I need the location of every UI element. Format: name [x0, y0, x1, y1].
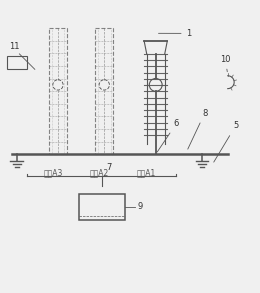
Text: 位置A3: 位置A3: [43, 168, 62, 177]
Text: 10: 10: [220, 54, 230, 72]
Bar: [95, 28, 113, 154]
Text: 位置A2: 位置A2: [89, 168, 109, 177]
Bar: [49, 28, 67, 154]
Bar: [6, 57, 27, 69]
Text: 11: 11: [9, 42, 20, 51]
Text: 5: 5: [214, 122, 238, 162]
Text: 6: 6: [157, 119, 179, 152]
Bar: [79, 194, 125, 220]
Text: 8: 8: [188, 109, 207, 149]
Text: 9: 9: [138, 202, 143, 212]
Text: 7: 7: [107, 163, 112, 172]
Text: 1: 1: [159, 29, 192, 38]
Text: 位置A1: 位置A1: [137, 168, 156, 177]
